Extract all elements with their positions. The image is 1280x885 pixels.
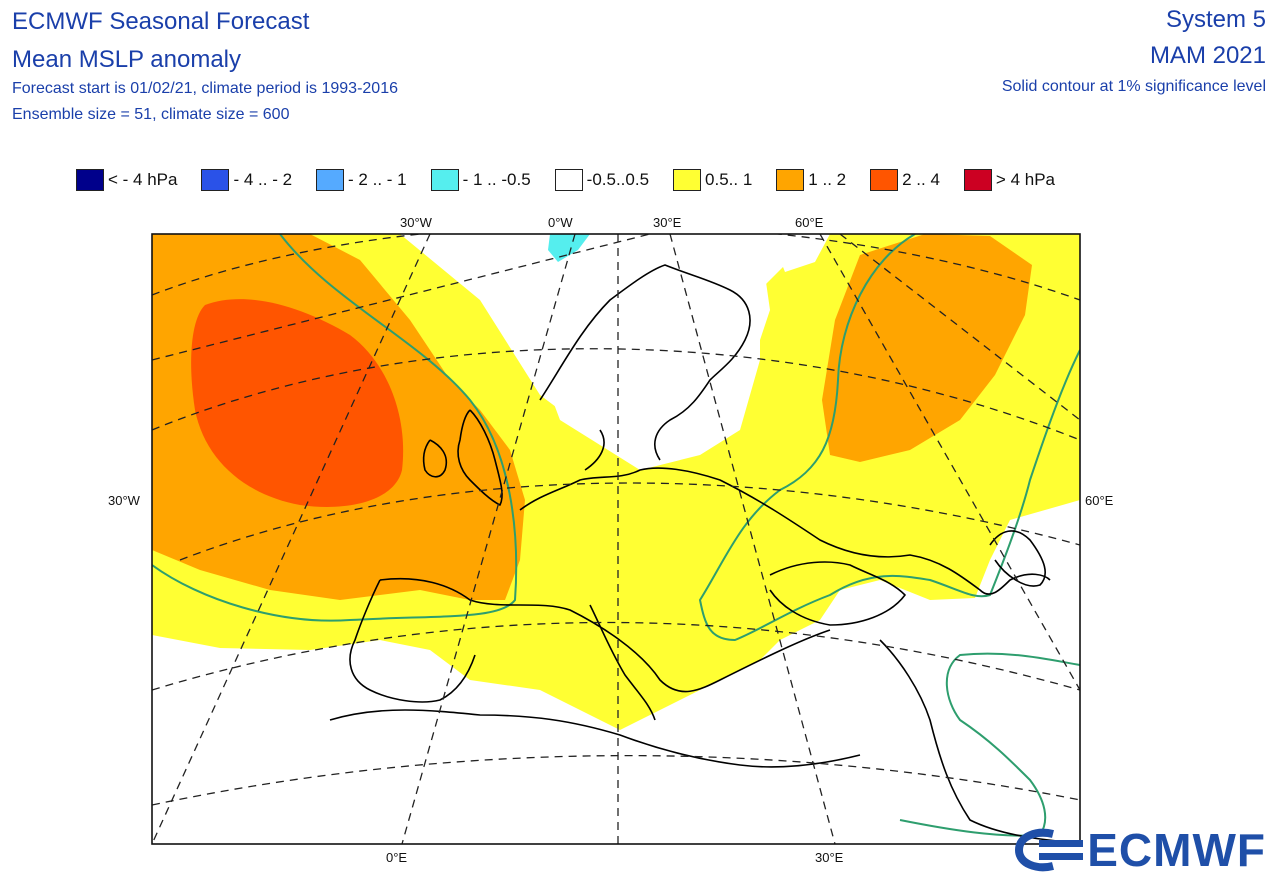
anomaly-area-strong-positive	[191, 299, 404, 507]
legend-item: - 1 .. -0.5	[430, 169, 531, 191]
significance-note: Solid contour at 1% significance level	[1001, 78, 1266, 95]
legend-label: 2 .. 4	[902, 170, 940, 189]
legend-item: < - 4 hPa	[76, 169, 177, 191]
significance-contour-central	[698, 234, 1080, 642]
legend-swatch	[201, 169, 230, 191]
meridian-line	[401, 234, 576, 844]
parallel-line	[152, 754, 1080, 806]
meridian-line	[819, 234, 1080, 691]
meridian-line	[839, 234, 1080, 421]
significance-contour-southeast	[899, 652, 1080, 837]
legend-item: 1 .. 2	[776, 169, 846, 191]
neutral-area-scandinavia	[540, 255, 770, 470]
coastline-caspian	[989, 530, 1046, 587]
axis-label-bottom: 0°E	[386, 850, 407, 865]
axis-label-bottom: 30°E	[815, 850, 844, 865]
legend-swatch	[76, 169, 104, 191]
axis-label-left: 30°W	[108, 493, 141, 508]
legend-label: - 4 .. - 2	[233, 170, 293, 189]
meridian-line	[152, 234, 651, 361]
legend-item: 2 .. 4	[870, 169, 940, 191]
coastline-north-africa	[329, 709, 861, 768]
ensemble-info: Ensemble size = 51, climate size = 600	[12, 106, 290, 123]
anomaly-area-mid-positive-east	[822, 234, 1032, 462]
legend-label: - 1 .. -0.5	[462, 170, 531, 189]
axis-label-top: 30°E	[653, 215, 682, 230]
neutral-area-arctic	[770, 234, 830, 272]
legend-swatch	[430, 169, 459, 191]
legend-item: 0.5.. 1	[673, 169, 752, 191]
legend-swatch	[316, 169, 345, 191]
ecmwf-logo-icon	[1015, 828, 1084, 872]
ecmwf-logo-text: ECMWF	[1087, 824, 1266, 876]
season-label: MAM 2021	[1149, 42, 1266, 69]
coastline-british-isles	[422, 409, 503, 506]
parallel-line	[152, 348, 1080, 441]
legend-swatch	[963, 169, 992, 191]
coastline-black-sea	[769, 561, 906, 626]
color-legend: < - 4 hPa - 4 .. - 2 - 2 .. - 1 - 1 .. -0.5…	[76, 167, 1079, 193]
legend-label: 1 .. 2	[808, 170, 847, 189]
legend-label: - 2 .. - 1	[348, 170, 407, 189]
legend-swatch	[554, 169, 583, 191]
axis-label-right: 60°E	[1085, 493, 1114, 508]
anomaly-area-weak-negative	[548, 234, 590, 262]
coastline-continental-europe	[379, 467, 1051, 693]
axis-label-top: 60°E	[795, 215, 824, 230]
map-frame	[151, 233, 1081, 845]
legend-label: -0.5..0.5	[586, 170, 650, 189]
parallel-line	[152, 621, 1080, 691]
legend-item: -0.5..0.5	[554, 169, 650, 191]
significance-contour-west	[152, 234, 518, 622]
legend-item: - 2 .. - 1	[316, 169, 407, 191]
legend-item: > 4 hPa	[963, 169, 1055, 191]
coastline-iberia	[349, 579, 476, 703]
legend-swatch	[776, 169, 805, 191]
axis-label-top: 0°W	[548, 215, 573, 230]
system-label: System 5	[1165, 6, 1266, 33]
legend-swatch	[673, 169, 702, 191]
chart-title: ECMWF Seasonal Forecast	[12, 8, 310, 35]
ecmwf-logo: ECMWF	[1013, 823, 1266, 877]
forecast-info: Forecast start is 01/02/21, climate peri…	[12, 80, 398, 97]
legend-label: 0.5.. 1	[705, 170, 753, 189]
meridian-line	[669, 234, 836, 844]
legend-swatch	[870, 169, 899, 191]
legend-item: - 4 .. - 2	[201, 169, 292, 191]
legend-label: < - 4 hPa	[108, 170, 178, 189]
coastline-europe-north	[539, 264, 751, 471]
chart-subtitle: Mean MSLP anomaly	[12, 46, 242, 73]
parallel-line	[179, 482, 1080, 561]
legend-label: > 4 hPa	[995, 170, 1055, 189]
axis-label-top: 30°W	[400, 215, 433, 230]
